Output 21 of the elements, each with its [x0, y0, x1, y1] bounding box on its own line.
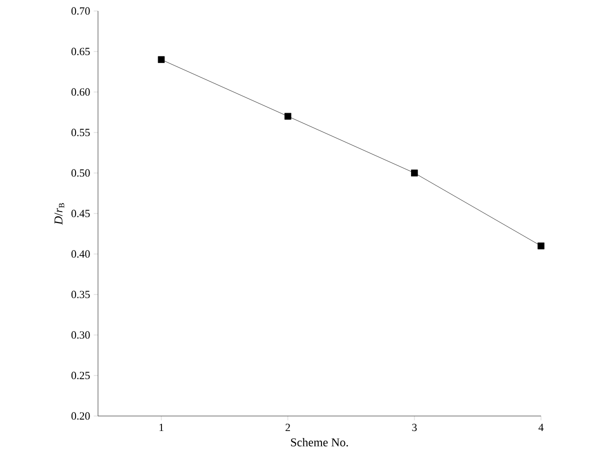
- y-tick-label: 0.25: [71, 372, 90, 380]
- y-tick-label: 0.20: [71, 412, 90, 420]
- point: [284, 112, 292, 120]
- y-tick-label: 0.55: [71, 128, 90, 136]
- y-tick-label: 0.35: [71, 290, 90, 298]
- x-axis-title: Scheme No.: [291, 438, 348, 446]
- y-tick-label: 0.50: [71, 169, 90, 177]
- y-tick-label: 0.30: [71, 331, 90, 339]
- y-axis-title: D/r$_{B}$: [54, 203, 64, 225]
- point: [411, 170, 418, 176]
- x-tick-label: 3: [412, 424, 417, 432]
- point: [538, 242, 544, 250]
- y-tick-label: 0.45: [71, 210, 90, 218]
- x-tick-label: 1: [160, 424, 164, 432]
- x-tick-label: 2: [286, 424, 290, 432]
- point: [158, 56, 165, 63]
- y-tick-label: 0.40: [71, 250, 90, 258]
- y-tick-label: 0.65: [71, 48, 90, 56]
- x-tick-label: 4: [538, 424, 544, 431]
- y-tick-label: 0.70: [71, 7, 90, 15]
- y-tick-label: 0.60: [71, 88, 90, 96]
